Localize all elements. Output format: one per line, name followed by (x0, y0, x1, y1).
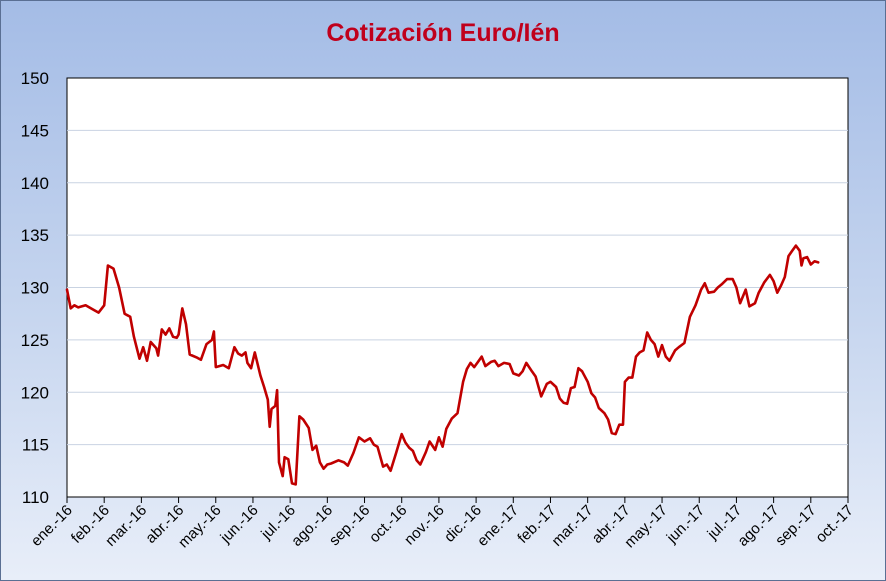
series-layer (65, 244, 820, 486)
y-tick-label: 145 (21, 121, 49, 140)
y-tick-label: 150 (21, 69, 49, 88)
x-tick-label: jun.-16 (217, 502, 262, 547)
x-tick-label: ene.-16 (28, 502, 76, 550)
y-tick-label: 135 (21, 226, 49, 245)
x-axis: ene.-16feb.-16mar.-16abr.-16may.-16jun.-… (28, 497, 857, 551)
y-tick-label: 140 (21, 174, 49, 193)
x-tick-label: mar.-16 (102, 502, 150, 550)
y-tick-label: 130 (21, 279, 49, 298)
y-tick-label: 115 (22, 436, 49, 455)
y-tick-label: 110 (22, 488, 49, 507)
x-tick-label: jun.-17 (663, 502, 708, 547)
chart-title: Cotización Euro/Ién (326, 19, 560, 47)
y-axis: 150 145 140 135 130 125 120 115 110 (21, 69, 49, 507)
series-line-eur-jpy (65, 244, 820, 486)
x-tick-label: sep.-17 (772, 502, 819, 549)
x-tick-label: ago.-16 (288, 502, 336, 550)
x-tick-label: ago.-17 (734, 502, 782, 550)
y-tick-label: 120 (21, 383, 49, 402)
y-tick-label: 125 (21, 331, 49, 350)
x-tick-label: mar.-17 (549, 502, 597, 550)
x-tick-label: nov.-16 (401, 502, 448, 549)
x-tick-label: oct.-17 (812, 502, 856, 546)
x-tick-label: sep.-16 (326, 502, 373, 549)
x-tick-label: ene.-17 (474, 502, 522, 550)
